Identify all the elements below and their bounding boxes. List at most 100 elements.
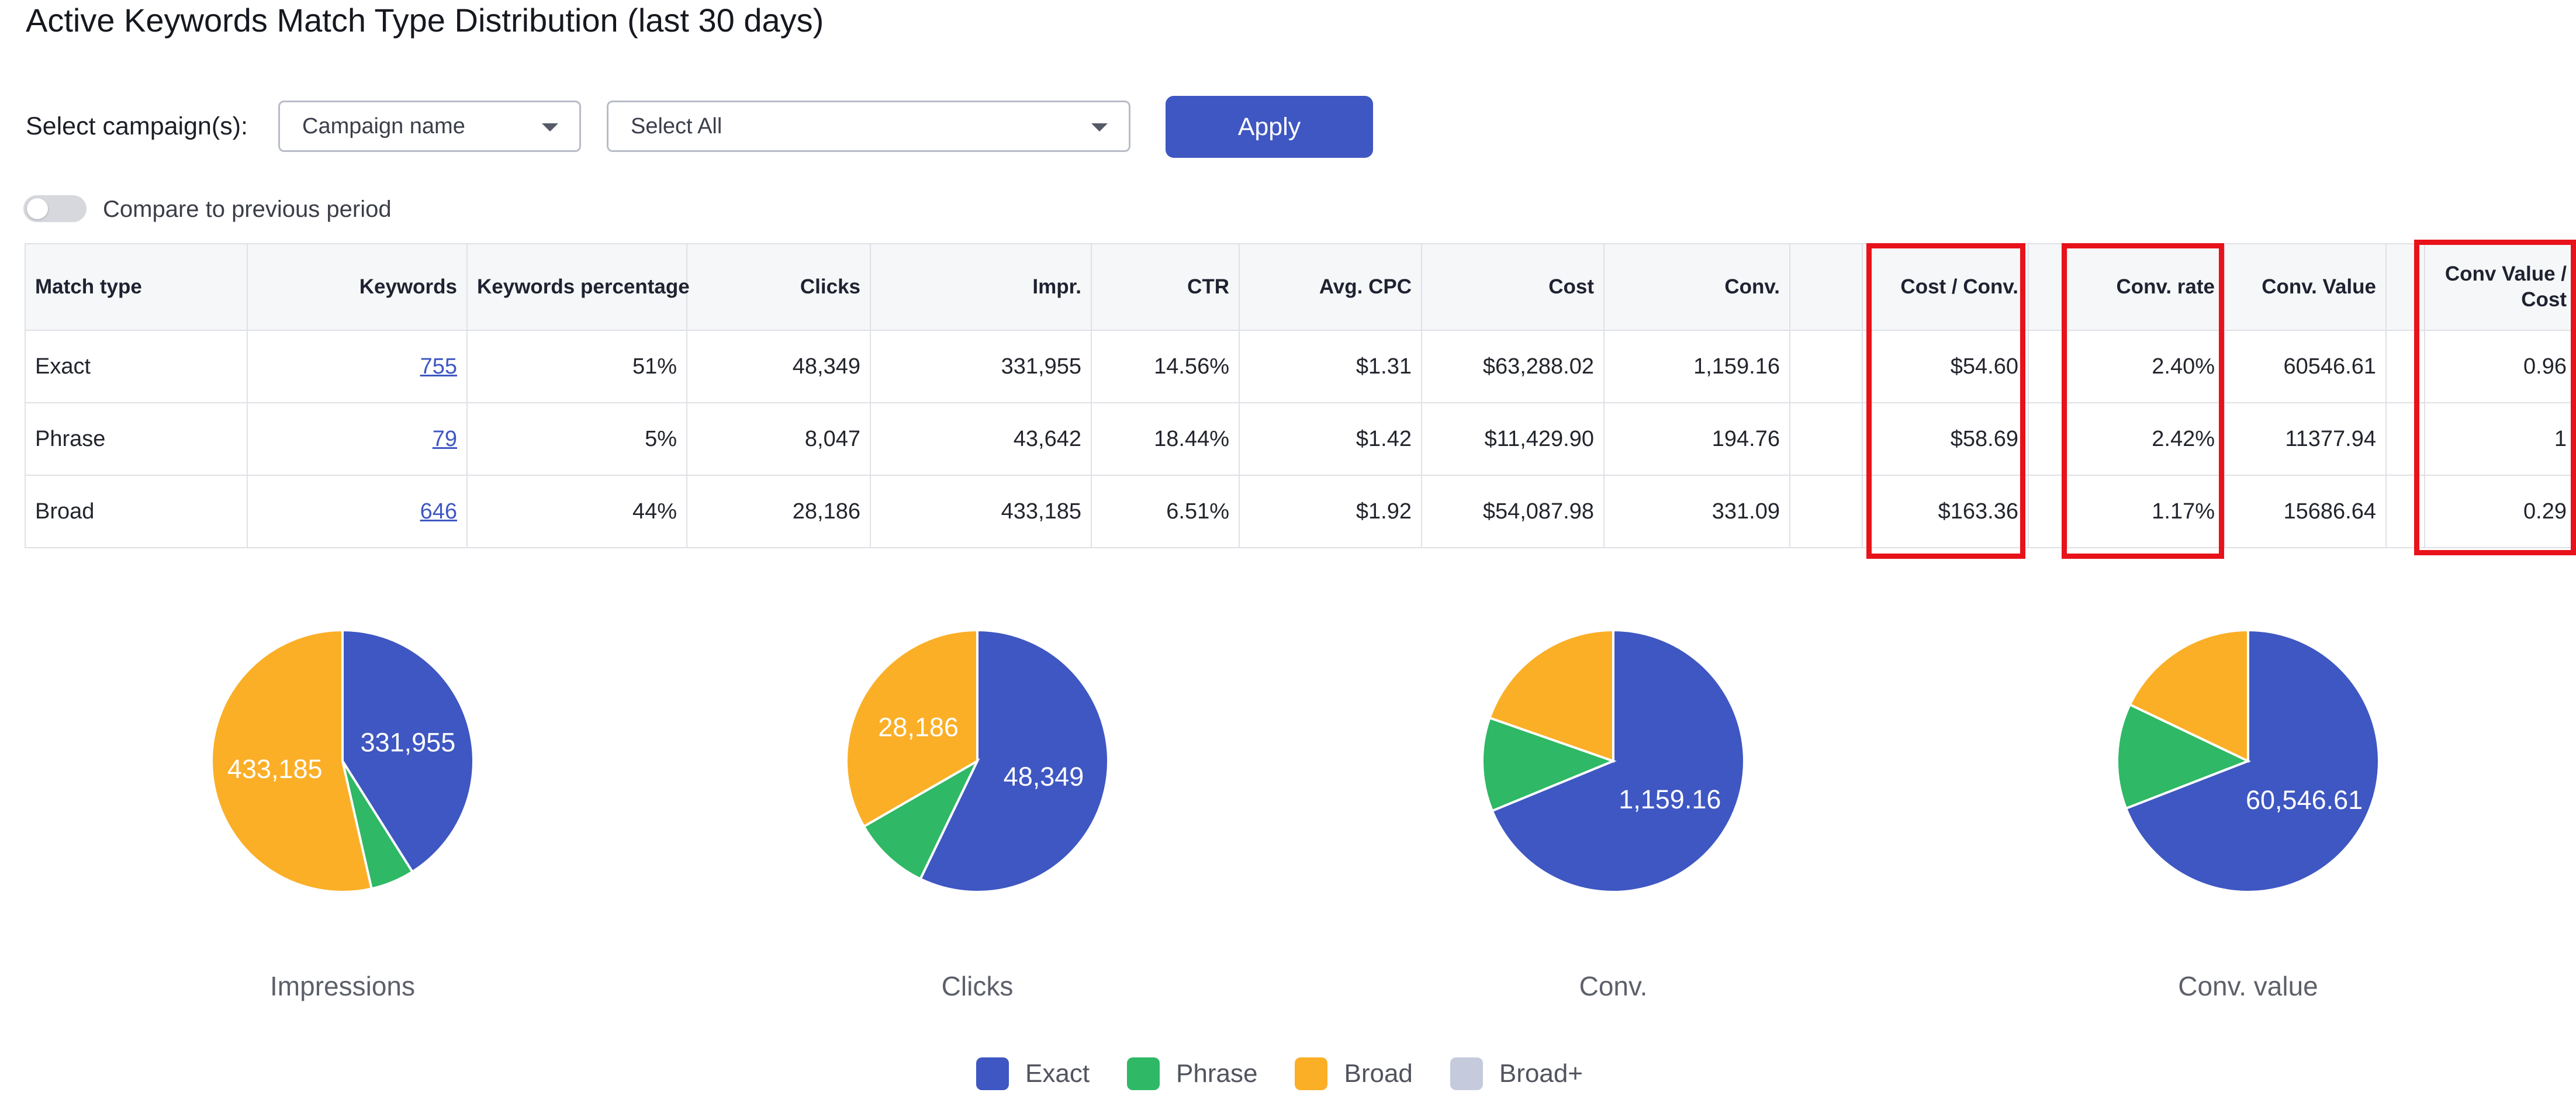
header-ctr[interactable]: CTR	[1091, 243, 1240, 331]
cell-conv: 1,159.16	[1603, 330, 1790, 403]
legend-swatch	[1127, 1057, 1160, 1090]
cell-cost-per-conv: $54.60	[1862, 330, 2029, 403]
header-conv-value-per-cost[interactable]: Conv Value / Cost	[2424, 243, 2576, 331]
table-row: Broad 646 44% 28,186 433,185 6.51% $1.92…	[25, 475, 2576, 548]
cell-conv-value: 11377.94	[2224, 402, 2387, 476]
compare-period-label: Compare to previous period	[103, 196, 392, 222]
match-type-table: Match type Keywords Keywords percentage …	[25, 243, 2576, 548]
pie-slice-exact[interactable]	[1491, 628, 1745, 893]
cell-match-type: Phrase	[25, 402, 248, 476]
clicks-chart-title: Clicks	[941, 971, 1014, 1001]
cell-conv-rate: 2.42%	[2066, 402, 2225, 476]
header-clicks[interactable]: Clicks	[686, 243, 871, 331]
header-keywords-percentage[interactable]: Keywords percentage	[466, 243, 690, 331]
page-title: Active Keywords Match Type Distribution …	[26, 2, 824, 39]
legend-swatch	[1450, 1057, 1483, 1090]
cell-keywords: 646	[247, 475, 468, 548]
conv-chart-title: Conv.	[1579, 971, 1648, 1001]
cell-cost-per-conv: $58.69	[1862, 402, 2029, 476]
keywords-link[interactable]: 755	[420, 354, 457, 379]
impressions-chart-title: Impressions	[270, 971, 415, 1001]
legend-label: Phrase	[1176, 1059, 1258, 1088]
header-cost-per-conv[interactable]: Cost / Conv.	[1862, 243, 2029, 331]
cell-spacer	[2028, 330, 2067, 403]
cell-clicks: 28,186	[686, 475, 871, 548]
pie-data-label: 331,955	[361, 728, 456, 758]
cell-conv-rate: 1.17%	[2066, 475, 2225, 548]
legend-label: Broad+	[1499, 1059, 1583, 1088]
cell-impressions: 331,955	[870, 330, 1092, 403]
cell-spacer	[2385, 330, 2425, 403]
cell-clicks: 8,047	[686, 402, 871, 476]
cell-keywords-percentage: 5%	[466, 402, 687, 476]
cell-ctr: 18.44%	[1091, 402, 1240, 476]
header-keywords[interactable]: Keywords	[247, 243, 468, 331]
pie-slice-exact[interactable]	[918, 628, 1109, 893]
header-conv-rate[interactable]: Conv. rate	[2066, 243, 2225, 331]
legend-swatch	[1295, 1057, 1328, 1090]
cell-conv-rate: 2.40%	[2066, 330, 2225, 403]
cell-spacer	[2028, 402, 2067, 476]
header-conv[interactable]: Conv.	[1603, 243, 1790, 331]
chevron-down-icon	[542, 123, 558, 132]
pie-slice-broad[interactable]	[845, 628, 978, 828]
conv-value-chart-title: Conv. value	[2178, 971, 2318, 1001]
pie-slice-exact[interactable]	[341, 628, 475, 874]
cell-conv-value: 15686.64	[2224, 475, 2387, 548]
cell-avg-cpc: $1.92	[1239, 475, 1422, 548]
keywords-link[interactable]: 646	[420, 499, 457, 524]
legend-item-exact[interactable]: Exact	[976, 1057, 1090, 1090]
header-cost[interactable]: Cost	[1421, 243, 1605, 331]
legend-item-phrase[interactable]: Phrase	[1127, 1057, 1257, 1090]
header-match-type[interactable]: Match type	[25, 243, 248, 331]
cell-conv: 331.09	[1603, 475, 1790, 548]
campaign-name-dropdown[interactable]: Campaign name	[278, 101, 581, 152]
cell-spacer	[1789, 330, 1863, 403]
cell-avg-cpc: $1.31	[1239, 330, 1422, 403]
legend-item-broad-plus[interactable]: Broad+	[1450, 1057, 1583, 1090]
pie-slice-broad[interactable]	[1488, 628, 1614, 763]
cell-spacer	[2385, 402, 2425, 476]
header-spacer	[1789, 243, 1863, 331]
cell-impressions: 433,185	[870, 475, 1092, 548]
campaign-filter-label: Select campaign(s):	[26, 112, 248, 140]
keywords-link[interactable]: 79	[432, 426, 457, 451]
pie-slice-broad[interactable]	[210, 628, 374, 893]
pie-slice-phrase[interactable]	[862, 758, 980, 881]
pie-slice-exact[interactable]	[2124, 628, 2380, 893]
pie-slice-phrase[interactable]	[1481, 716, 1617, 812]
chart-legend: Exact Phrase Broad Broad+	[976, 1056, 1620, 1092]
table-header-row: Match type Keywords Keywords percentage …	[25, 243, 2576, 331]
cell-keywords-percentage: 44%	[466, 475, 687, 548]
cell-match-type: Broad	[25, 475, 248, 548]
cell-avg-cpc: $1.42	[1239, 402, 1422, 476]
cell-cost-per-conv: $163.36	[1862, 475, 2029, 548]
cell-spacer	[1789, 475, 1863, 548]
toggle-knob	[27, 198, 48, 219]
header-conv-value[interactable]: Conv. Value	[2224, 243, 2387, 331]
cell-match-type: Exact	[25, 330, 248, 403]
chevron-down-icon	[1091, 123, 1108, 132]
cell-cost: $63,288.02	[1421, 330, 1605, 403]
legend-label: Broad	[1344, 1059, 1413, 1088]
cell-spacer	[2028, 475, 2067, 548]
header-spacer	[2385, 243, 2425, 331]
legend-label: Exact	[1025, 1059, 1090, 1088]
header-avg-cpc[interactable]: Avg. CPC	[1239, 243, 1422, 331]
cell-clicks: 48,349	[686, 330, 871, 403]
cell-spacer	[1789, 402, 1863, 476]
cell-conv-value-per-cost: 0.29	[2424, 475, 2576, 548]
pie-slice-phrase[interactable]	[341, 760, 414, 890]
header-impressions[interactable]: Impr.	[870, 243, 1092, 331]
compare-period-toggle[interactable]	[23, 195, 87, 222]
pie-data-label: 60,546.61	[2246, 785, 2363, 815]
pie-slice-broad[interactable]	[2128, 628, 2249, 763]
campaign-selection-dropdown-value: Select All	[631, 114, 722, 139]
campaign-name-dropdown-value: Campaign name	[302, 114, 465, 139]
apply-button[interactable]: Apply	[1166, 96, 1373, 158]
legend-item-broad[interactable]: Broad	[1295, 1057, 1413, 1090]
pie-data-label: 48,349	[1004, 762, 1084, 791]
campaign-selection-dropdown[interactable]: Select All	[607, 101, 1130, 152]
pie-slice-phrase[interactable]	[2116, 703, 2252, 810]
cell-cost: $11,429.90	[1421, 402, 1605, 476]
